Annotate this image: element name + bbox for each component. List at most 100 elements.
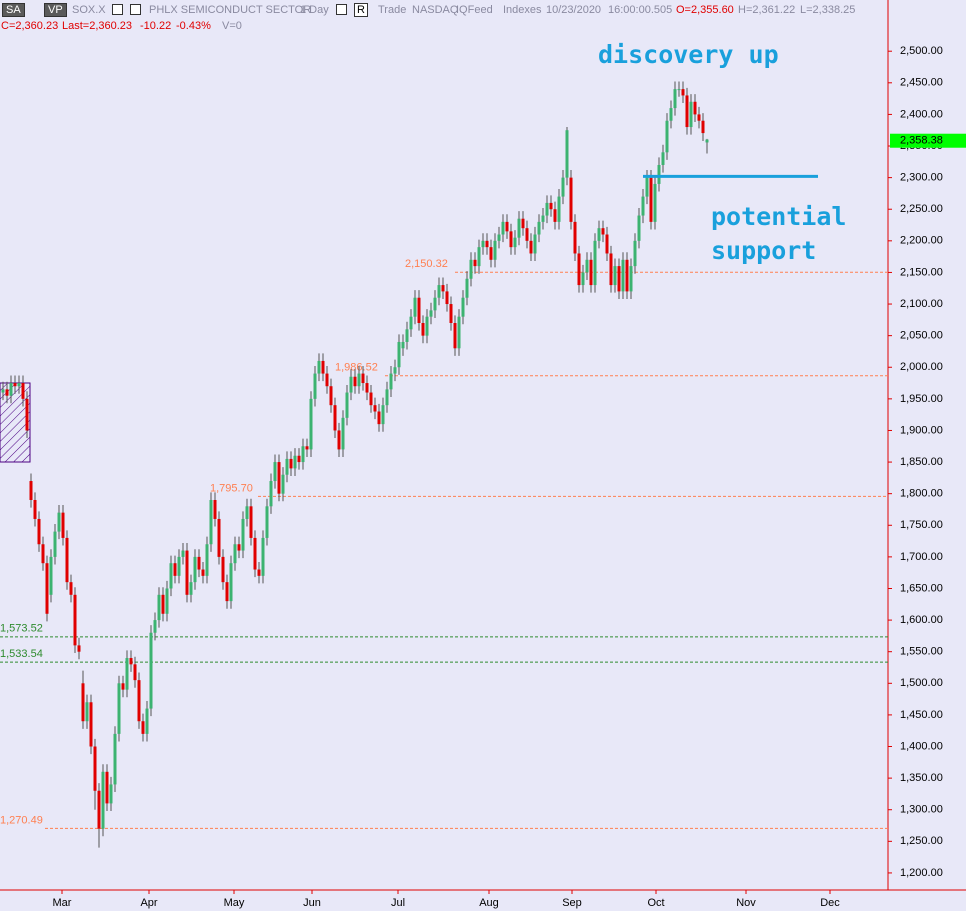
candle-body: [13, 383, 17, 387]
y-tick-label: 1,400.00: [900, 740, 943, 752]
x-tick-label: Jun: [303, 897, 321, 909]
time: 16:00:00.505: [608, 4, 673, 16]
candle-body: [189, 582, 193, 595]
hatched-zone: [0, 382, 31, 463]
candle-body: [705, 139, 709, 143]
candle-body: [25, 398, 29, 431]
candle-body: [625, 259, 629, 292]
candle-body: [577, 253, 581, 286]
candle-body: [617, 266, 621, 292]
y-tick-label: 1,750.00: [900, 519, 943, 531]
candle-body: [349, 376, 353, 393]
candle-body: [29, 481, 33, 500]
dropdown-icon[interactable]: [112, 4, 123, 15]
close-value: C=2,360.23: [1, 20, 59, 32]
candle-body: [377, 411, 381, 425]
y-tick-label: 1,450.00: [900, 709, 943, 721]
candle-body: [49, 556, 53, 595]
dropdown-icon[interactable]: [130, 4, 141, 15]
candle-body: [589, 259, 593, 286]
candle-body: [365, 383, 369, 393]
candle-body: [529, 240, 533, 254]
y-tick-label: 1,550.00: [900, 646, 943, 658]
candle-body: [425, 316, 429, 336]
x-tick-label: Oct: [647, 897, 664, 909]
candle-body: [221, 556, 225, 583]
candle-body: [441, 285, 445, 292]
candle-body: [241, 518, 245, 551]
candle-body: [141, 721, 145, 734]
candle-body: [269, 481, 273, 507]
candle-body: [665, 120, 669, 153]
candle-body: [385, 389, 389, 406]
change: -10.22: [140, 20, 172, 32]
candle-body: [137, 680, 141, 722]
candle-body: [97, 790, 101, 829]
candle-body: [661, 152, 665, 165]
button[interactable]: VP: [44, 3, 67, 17]
y-tick-label: 2,200.00: [900, 235, 943, 247]
candle-body: [353, 376, 357, 387]
level-label: 1,986.52: [335, 362, 378, 374]
y-tick-label: 1,800.00: [900, 488, 943, 500]
candle-body: [417, 297, 421, 324]
candle-body: [613, 266, 617, 286]
x-tick-label: Apr: [140, 897, 157, 909]
candle-body: [249, 506, 253, 538]
candle-body: [489, 247, 493, 260]
candle-body: [569, 177, 573, 222]
candle-body: [513, 237, 517, 248]
candle-body: [89, 702, 93, 747]
candle-body: [1, 389, 5, 393]
range-button[interactable]: R: [354, 3, 368, 17]
candle-body: [105, 771, 109, 804]
candle-body: [301, 446, 305, 463]
candle-body: [505, 221, 509, 232]
candle-body: [153, 620, 157, 633]
candle-body: [549, 202, 553, 210]
candle-body: [685, 95, 689, 128]
candle-body: [541, 215, 545, 222]
candle-body: [477, 247, 481, 267]
candle-body: [309, 398, 313, 450]
candle-body: [537, 221, 541, 235]
symbol: SOX.X: [72, 4, 106, 16]
candle-body: [73, 594, 77, 646]
candle-body: [345, 392, 349, 418]
candle-body: [9, 383, 13, 396]
candle-body: [133, 664, 137, 681]
candle-body: [561, 177, 565, 197]
x-tick-label: Jul: [391, 897, 405, 909]
candle-body: [373, 405, 377, 412]
y-tick-label: 1,350.00: [900, 772, 943, 784]
candle-body: [677, 89, 681, 91]
x-tick-label: Nov: [736, 897, 756, 909]
y-tick-label: 1,600.00: [900, 614, 943, 626]
candle-body: [225, 582, 229, 602]
candle-body: [389, 373, 393, 390]
candle-body: [497, 234, 501, 241]
candle-body: [469, 259, 473, 279]
y-tick-label: 2,500.00: [900, 45, 943, 57]
dropdown-icon[interactable]: [336, 4, 347, 15]
annotation: potential support: [711, 202, 847, 265]
candle-body: [405, 329, 409, 342]
candle-body: [213, 499, 217, 519]
y-tick-label: 1,850.00: [900, 456, 943, 468]
candle-body: [393, 367, 397, 374]
candle-body: [453, 323, 457, 349]
last-value: Last=2,360.23: [62, 20, 133, 32]
candle-body: [465, 278, 469, 298]
candle-body: [277, 462, 281, 494]
candle-body: [429, 310, 433, 317]
candle-body: [573, 221, 577, 254]
button[interactable]: SA: [2, 3, 25, 17]
candle-body: [5, 389, 9, 396]
candle-body: [557, 196, 561, 222]
candle-body: [433, 297, 437, 311]
candle-body: [473, 259, 477, 267]
y-tick-label: 1,950.00: [900, 393, 943, 405]
candle-body: [285, 458, 289, 475]
candle-body: [69, 582, 73, 595]
candle-body: [381, 405, 385, 425]
